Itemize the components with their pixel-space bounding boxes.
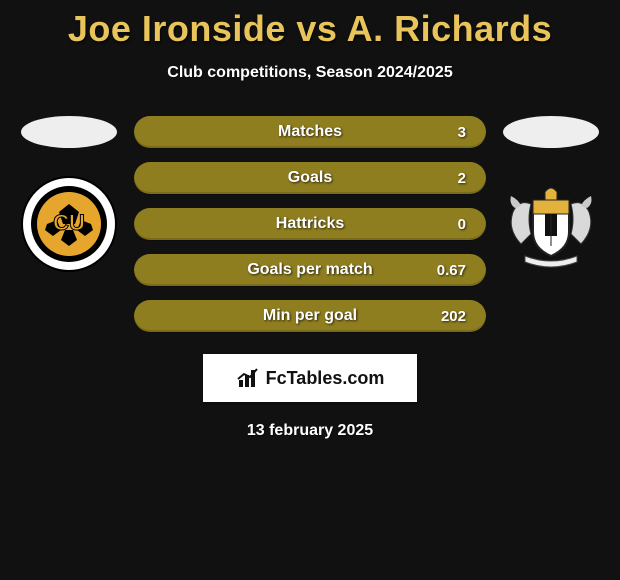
bar-chart-icon — [236, 366, 260, 390]
stat-label: Goals per match — [247, 261, 372, 279]
svg-text:CU: CU — [53, 210, 85, 235]
stat-row-goals-per-match: Goals per match 0.67 — [134, 254, 486, 286]
stat-right-value: 2 — [458, 170, 466, 187]
left-player-column: CU — [4, 116, 134, 274]
left-player-photo-placeholder — [21, 116, 117, 148]
stat-right-value: 3 — [458, 124, 466, 141]
stat-right-value: 202 — [441, 308, 466, 325]
fctables-logo[interactable]: FcTables.com — [203, 354, 417, 402]
stats-list: Matches 3 Goals 2 Hattricks 0 Goals per … — [134, 116, 486, 332]
stat-row-hattricks: Hattricks 0 — [134, 208, 486, 240]
stat-label: Matches — [278, 123, 342, 141]
stat-label: Hattricks — [276, 215, 344, 233]
right-player-photo-placeholder — [503, 116, 599, 148]
fctables-logo-text: FcTables.com — [266, 368, 385, 389]
stat-label: Goals — [288, 169, 332, 187]
stat-right-value: 0 — [458, 216, 466, 233]
stat-right-value: 0.67 — [437, 262, 466, 279]
subtitle: Club competitions, Season 2024/2025 — [0, 64, 620, 82]
left-club-badge: CU — [19, 174, 119, 274]
page-title: Joe Ironside vs A. Richards — [0, 0, 620, 50]
stat-row-goals: Goals 2 — [134, 162, 486, 194]
stat-row-min-per-goal: Min per goal 202 — [134, 300, 486, 332]
date-text: 13 february 2025 — [0, 422, 620, 440]
cambridge-united-badge-icon: CU — [19, 174, 119, 274]
comparison-layout: CU Matches 3 Goals 2 Hattricks 0 Goals p… — [0, 116, 620, 332]
stat-label: Min per goal — [263, 307, 357, 325]
heraldic-crest-icon — [501, 174, 601, 274]
right-player-column — [486, 116, 616, 274]
stat-row-matches: Matches 3 — [134, 116, 486, 148]
right-club-badge — [501, 174, 601, 274]
